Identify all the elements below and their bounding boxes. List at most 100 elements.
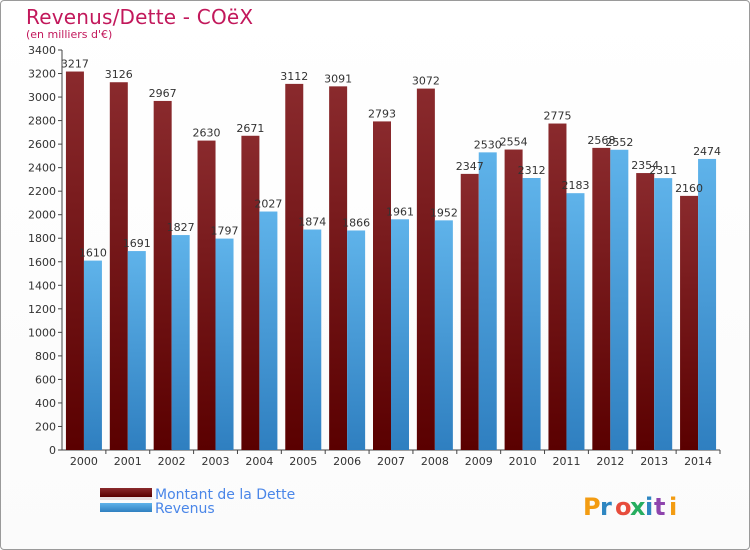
x-tick-label: 2008 bbox=[421, 455, 449, 468]
chart-title: Revenus/Dette - COëX bbox=[26, 5, 254, 29]
data-label-revenus: 1952 bbox=[430, 206, 458, 219]
bar-dette bbox=[329, 86, 348, 451]
x-tick-label: 2013 bbox=[640, 455, 668, 468]
bar-dette bbox=[197, 140, 216, 450]
bar-revenus bbox=[259, 211, 278, 450]
data-label-dette: 3217 bbox=[61, 58, 89, 71]
legend-label-dette: Montant de la Dette bbox=[155, 487, 295, 503]
logo-letter: P bbox=[583, 493, 601, 521]
data-label-dette: 2671 bbox=[236, 122, 264, 135]
data-label-dette: 3112 bbox=[280, 70, 308, 83]
y-tick-label: 400 bbox=[35, 397, 56, 410]
logo-letter: x bbox=[630, 493, 646, 521]
data-label-revenus: 1827 bbox=[167, 221, 195, 234]
data-labels: 3217 1610 3126 1691 2967 1827 2630 1797 2671 2027… bbox=[61, 58, 721, 260]
y-tick-label: 2800 bbox=[28, 115, 56, 128]
legend-label-revenus: Revenus bbox=[155, 501, 215, 517]
data-label-revenus: 2311 bbox=[649, 164, 677, 177]
bar-dette bbox=[373, 121, 391, 450]
x-tick-label: 2002 bbox=[158, 455, 186, 468]
y-tick-label: 1200 bbox=[28, 303, 56, 316]
chart-bars bbox=[65, 71, 717, 451]
legend-swatch-dette bbox=[100, 488, 152, 497]
x-tick-label: 2009 bbox=[465, 455, 493, 468]
y-tick-label: 1800 bbox=[28, 232, 56, 245]
bar-revenus bbox=[610, 149, 629, 450]
data-label-dette: 2630 bbox=[193, 127, 221, 140]
data-label-dette: 2554 bbox=[500, 136, 528, 149]
y-tick-label: 2000 bbox=[28, 209, 56, 222]
bar-revenus bbox=[391, 219, 409, 450]
x-tick-label: 2005 bbox=[289, 455, 317, 468]
bar-dette bbox=[504, 149, 523, 450]
bar-dette bbox=[65, 71, 84, 450]
bar-dette bbox=[153, 100, 172, 451]
y-tick-label: 3400 bbox=[28, 44, 56, 57]
data-label-dette: 2160 bbox=[675, 182, 703, 195]
bar-revenus bbox=[478, 152, 497, 450]
x-tick-label: 2012 bbox=[596, 455, 624, 468]
y-tick-label: 2200 bbox=[28, 185, 56, 198]
x-tick-label: 2003 bbox=[202, 455, 230, 468]
data-label-revenus: 2312 bbox=[518, 164, 546, 177]
data-label-revenus: 2474 bbox=[693, 145, 721, 158]
y-tick-label: 1000 bbox=[28, 326, 56, 339]
chart-subtitle: (en milliers d'€) bbox=[26, 28, 113, 41]
bar-dette bbox=[109, 82, 128, 450]
x-tick-label: 2001 bbox=[114, 455, 142, 468]
bar-revenus bbox=[215, 238, 234, 450]
logo-letter: i bbox=[645, 493, 653, 521]
legend-swatch-revenus bbox=[100, 503, 152, 512]
x-tick-label: 2014 bbox=[684, 455, 712, 468]
data-label-dette: 2775 bbox=[543, 110, 571, 123]
bar-dette bbox=[680, 195, 699, 450]
x-tick-label: 2004 bbox=[245, 455, 273, 468]
data-label-dette: 3072 bbox=[412, 75, 440, 88]
bar-revenus bbox=[83, 260, 102, 450]
chart-legend: Montant de la Dette Revenus bbox=[100, 487, 295, 517]
data-label-dette: 2347 bbox=[456, 160, 484, 173]
data-label-dette: 2967 bbox=[149, 87, 177, 100]
data-label-revenus: 1874 bbox=[298, 216, 326, 229]
data-label-revenus: 1866 bbox=[342, 216, 370, 229]
bar-revenus bbox=[654, 178, 673, 450]
x-tick-label: 2007 bbox=[377, 455, 405, 468]
bar-revenus bbox=[303, 229, 322, 450]
y-tick-label: 1400 bbox=[28, 279, 56, 292]
x-tick-label: 2006 bbox=[333, 455, 361, 468]
bar-dette bbox=[285, 83, 304, 450]
logo-letter: o bbox=[615, 493, 632, 521]
data-label-dette: 3091 bbox=[324, 72, 352, 85]
y-tick-label: 3200 bbox=[28, 68, 56, 81]
bar-dette bbox=[592, 147, 611, 450]
x-tick-label: 2011 bbox=[552, 455, 580, 468]
bar-revenus bbox=[698, 158, 717, 451]
y-tick-label: 0 bbox=[49, 444, 56, 457]
y-tick-label: 3000 bbox=[28, 91, 56, 104]
bar-dette bbox=[460, 173, 479, 450]
data-label-revenus: 2183 bbox=[561, 179, 589, 192]
y-tick-label: 200 bbox=[35, 420, 56, 433]
bar-revenus bbox=[127, 251, 146, 450]
data-label-dette: 2568 bbox=[587, 134, 615, 147]
bar-dette bbox=[636, 173, 655, 450]
data-label-revenus: 1610 bbox=[79, 247, 107, 260]
bar-revenus bbox=[347, 230, 366, 450]
bar-revenus bbox=[434, 220, 453, 450]
data-label-revenus: 2552 bbox=[605, 136, 633, 149]
data-label-revenus: 2027 bbox=[254, 198, 282, 211]
data-label-revenus: 1691 bbox=[123, 237, 151, 250]
data-label-dette: 2793 bbox=[368, 107, 396, 120]
data-label-revenus: 1961 bbox=[386, 205, 414, 218]
bar-revenus bbox=[171, 235, 190, 450]
bar-dette bbox=[416, 88, 435, 451]
bar-dette bbox=[241, 135, 260, 450]
y-tick-label: 800 bbox=[35, 350, 56, 363]
data-label-revenus: 2530 bbox=[474, 138, 502, 151]
y-tick-label: 2600 bbox=[28, 138, 56, 151]
y-tick-label: 2400 bbox=[28, 162, 56, 175]
y-tick-label: 600 bbox=[35, 373, 56, 386]
x-tick-label: 2010 bbox=[509, 455, 537, 468]
